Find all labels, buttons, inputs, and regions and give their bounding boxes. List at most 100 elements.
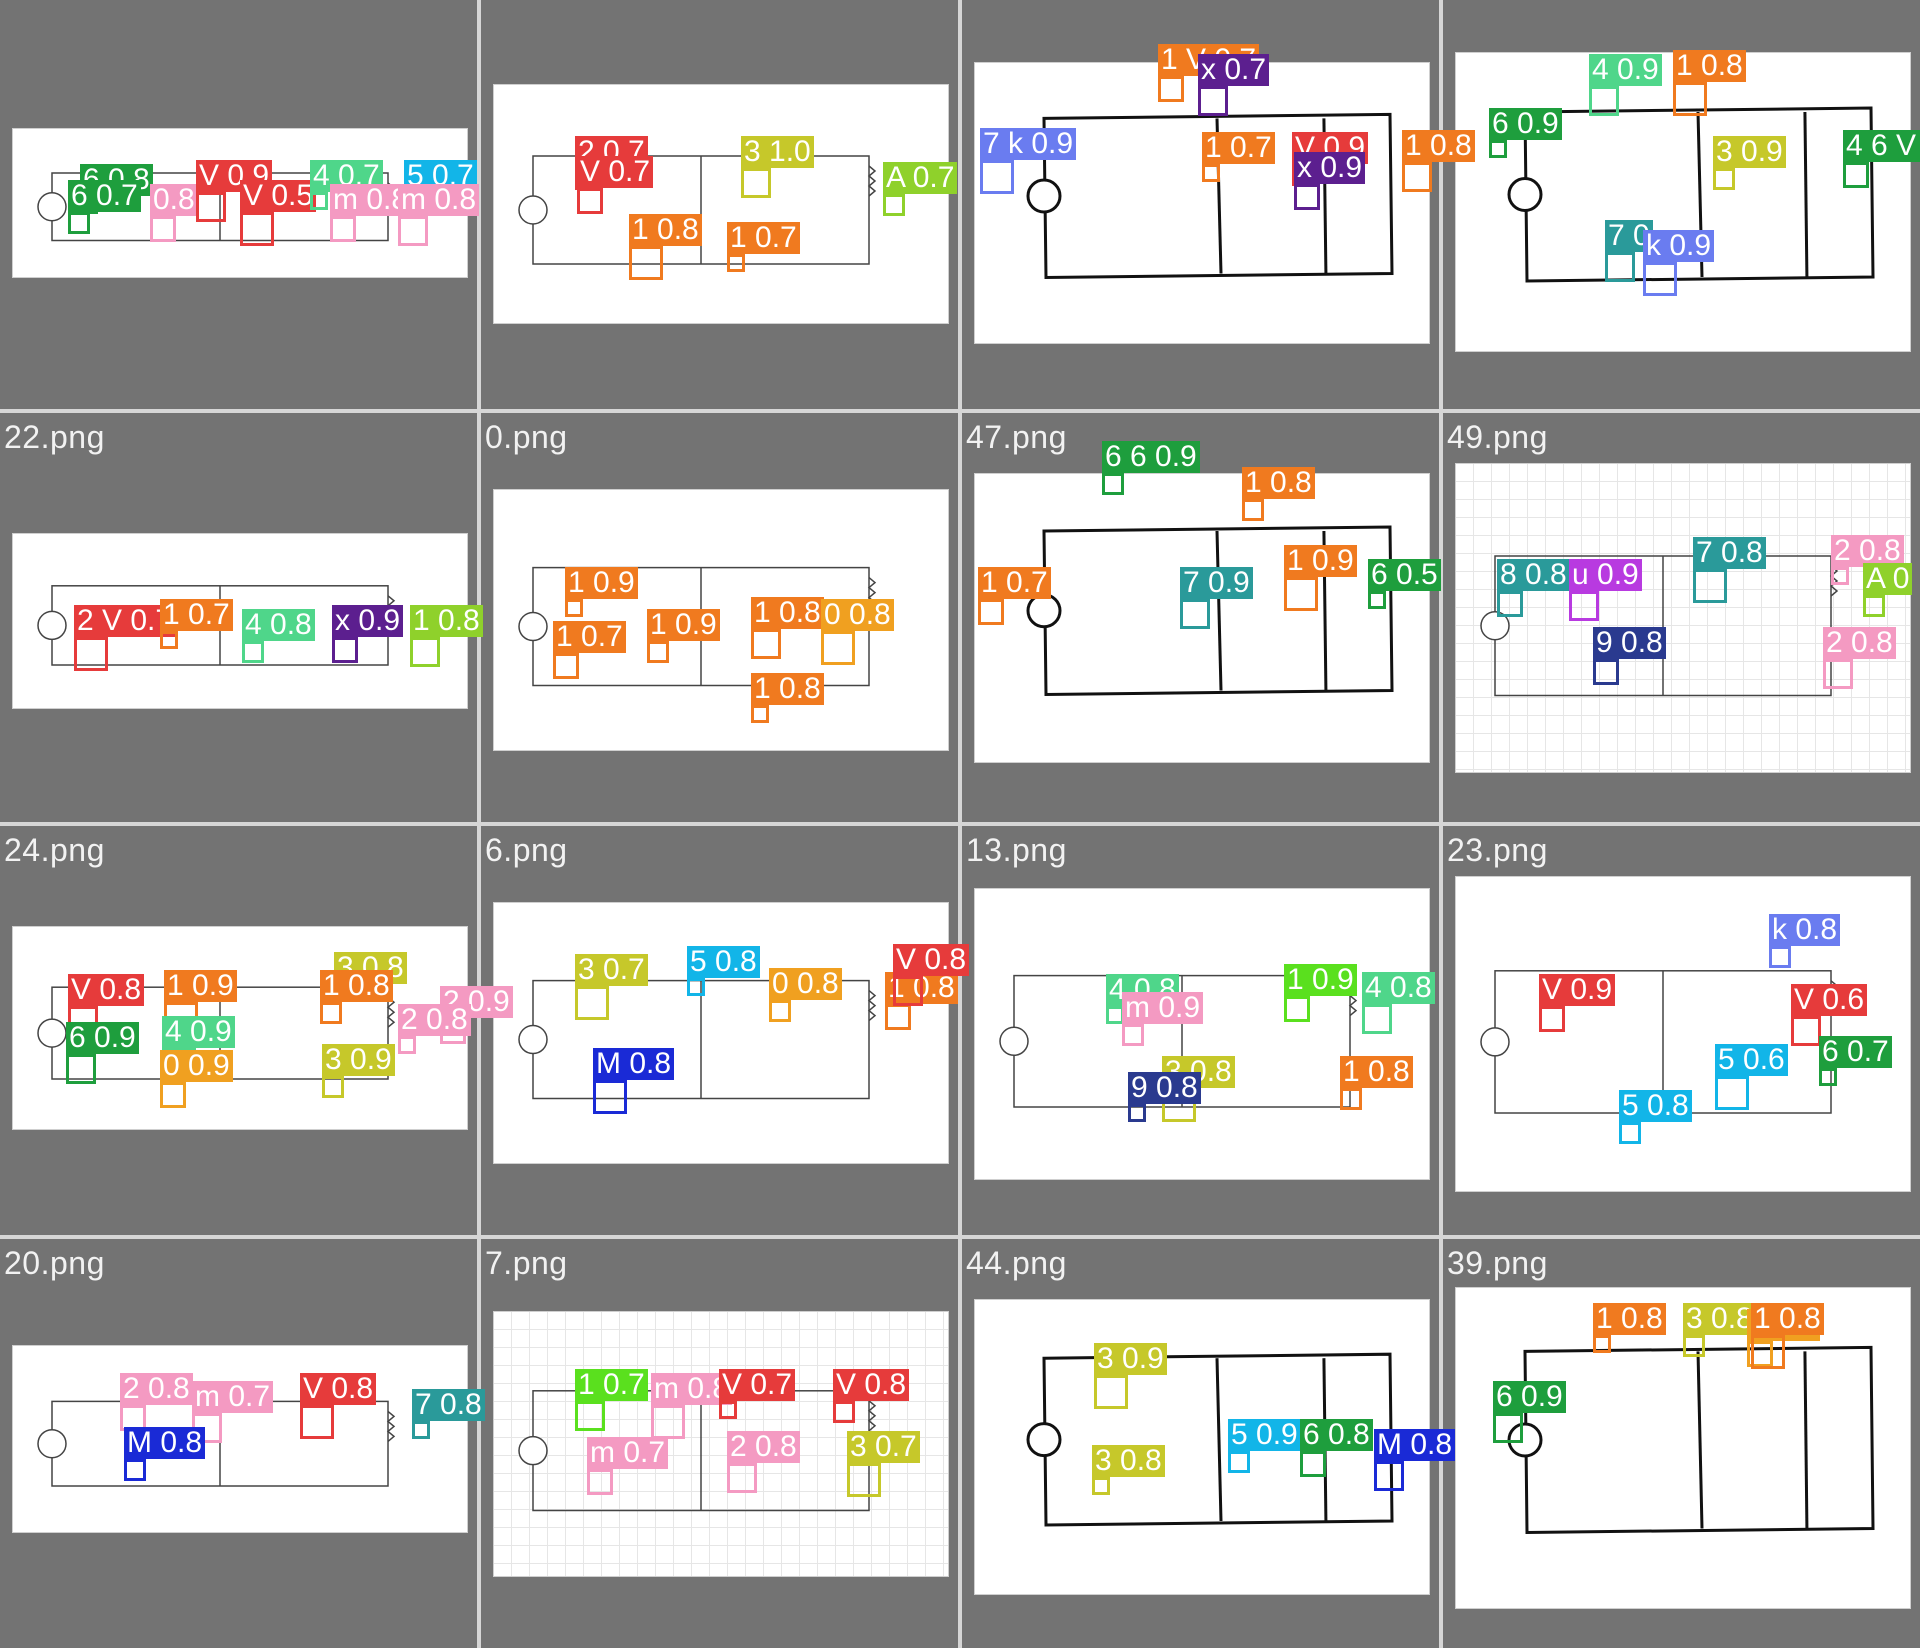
detection-label: A 0.7 [883, 162, 958, 194]
detection-label: 9 0.8 [1593, 627, 1666, 659]
detection-label: V 0.6 [1791, 984, 1868, 1016]
tile-filename: 0.png [485, 419, 568, 455]
detection-label: 2 0.8 [120, 1373, 193, 1405]
detection-bbox [320, 1002, 342, 1024]
detection-bbox [751, 705, 769, 723]
detection-label: 4 0.9 [1589, 54, 1662, 86]
detection-label: V 0.8 [893, 944, 970, 976]
grid-tile: 1 V 0.7x 0.77 k 0.91 0.7V 0.9x 0.91 0.8 [962, 0, 1475, 409]
detection-bbox [1180, 599, 1210, 629]
circuit-drawing [1026, 525, 1394, 697]
detection-label: 7 0.9 [1180, 567, 1253, 599]
detection-bbox [242, 641, 264, 663]
detection-label: 2 0.8 [1831, 535, 1904, 567]
circuit-drawing [1480, 555, 1839, 697]
detection-bbox [719, 1401, 737, 1419]
detection-label: 0 0.8 [821, 599, 894, 631]
circuit-drawing [1507, 1345, 1875, 1535]
detection-label: m 0.8 [651, 1373, 733, 1405]
tile-filename: 7.png [485, 1245, 568, 1281]
detection-label: 1 0.7 [575, 1369, 648, 1401]
tile-filename: 39.png [1447, 1245, 1548, 1281]
detection-label: 3 0.8 [1683, 1303, 1756, 1335]
circuit-image [12, 1345, 468, 1533]
detection-label: 1 0.8 [410, 605, 483, 637]
detection-bbox [412, 1421, 430, 1439]
detection-bbox [1402, 162, 1432, 192]
detection-label: 2 0.8 [398, 1004, 471, 1036]
detection-label: m 0.7 [587, 1437, 669, 1469]
detection-label: 2 0.8 [1823, 627, 1896, 659]
detection-label: 3 0.9 [1713, 136, 1786, 168]
detection-bbox [398, 216, 428, 246]
detection-bbox [1489, 140, 1507, 158]
detection-label: 1 0.7 [727, 222, 800, 254]
detection-label: 1 0.9 [647, 609, 720, 641]
detection-bbox [629, 246, 663, 280]
detection-label: 1 0.8 [1673, 50, 1746, 82]
detection-bbox [847, 1463, 881, 1497]
detection-bbox [1823, 659, 1853, 689]
detection-bbox [160, 1082, 186, 1108]
detection-bbox [1791, 1016, 1821, 1046]
tile-filename: 22.png [4, 419, 105, 455]
detection-label: 1 0.7 [978, 567, 1051, 599]
circuit-image [493, 84, 949, 324]
grid-tile: 4 0.9 1 0.8 6 0.9 3 0.9 4 6 V 0 7 0k 0.9 [1443, 0, 1920, 409]
detection-bbox [1673, 82, 1707, 116]
detection-bbox [1593, 659, 1619, 685]
detection-bbox [1284, 577, 1318, 611]
detection-bbox [1374, 1461, 1404, 1491]
detection-label: 1 0.8 [1340, 1056, 1413, 1088]
detection-bbox [1539, 1006, 1565, 1032]
detection-bbox [1340, 1088, 1362, 1110]
detection-label: 1 0.8 [751, 673, 824, 705]
detection-bbox [150, 216, 176, 242]
circuit-image [1455, 463, 1911, 773]
grid-tile: 0.png 1 0.9 1 0.9 1 0.7 1 0.8 0 0.8 1 0.8 [481, 413, 958, 822]
detection-bbox [1843, 162, 1869, 188]
grid-tile: 22.png 2 V 0.7 1 0.7 4 0.8 x 0.9 1 0.8 [0, 413, 483, 822]
detection-label: 1 0.9 [565, 567, 638, 599]
detection-bbox [647, 641, 669, 663]
detection-bbox [196, 192, 226, 222]
detection-label: 1 0.7 [1202, 132, 1275, 164]
detection-label: 5 0.6 [1715, 1044, 1788, 1076]
detection-label: 7 0.8 [1693, 537, 1766, 569]
detection-label: 6 0.7 [1819, 1036, 1892, 1068]
detection-label: 3 0.7 [847, 1431, 920, 1463]
detection-label: V 0.9 [1539, 974, 1616, 1006]
detection-bbox [741, 168, 771, 198]
detection-label: 6 0.8 [1300, 1419, 1373, 1451]
detection-label: 4 0.8 [1362, 972, 1435, 1004]
detection-bbox [1092, 1477, 1110, 1495]
circuit-drawing [1480, 970, 1839, 1114]
detection-bbox [74, 637, 108, 671]
detection-bbox [885, 1004, 911, 1030]
detection-bbox [1228, 1451, 1250, 1473]
detection-label: 0.8 [150, 184, 198, 216]
tile-filename: 6.png [485, 832, 568, 868]
detection-bbox [1122, 1024, 1144, 1046]
detection-bbox [1747, 1341, 1773, 1367]
grid-tile: 23.png k 0.8 V 0.9 V 0.6 5 0.6 6 0.7 5 0.8 [1443, 826, 1920, 1235]
circuit-drawing [999, 974, 1358, 1108]
detection-bbox [978, 599, 1004, 625]
detection-bbox [1198, 86, 1228, 116]
detection-label: 1 0.9 [164, 970, 237, 1002]
detection-bbox [1300, 1451, 1326, 1477]
detection-bbox [1605, 252, 1635, 282]
detection-label: 4 0.9 [162, 1016, 235, 1048]
detection-bbox [1497, 591, 1523, 617]
detection-bbox [300, 1405, 334, 1439]
detection-bbox [1643, 262, 1677, 296]
tile-filename: 49.png [1447, 419, 1548, 455]
detection-label: 1 0.9 [1284, 964, 1357, 996]
tile-filename: 44.png [966, 1245, 1067, 1281]
detection-bbox [330, 216, 356, 242]
detection-label: m 0.8 [398, 184, 480, 216]
detection-label: 1 0.8 [629, 214, 702, 246]
detection-bbox [1751, 1335, 1785, 1369]
